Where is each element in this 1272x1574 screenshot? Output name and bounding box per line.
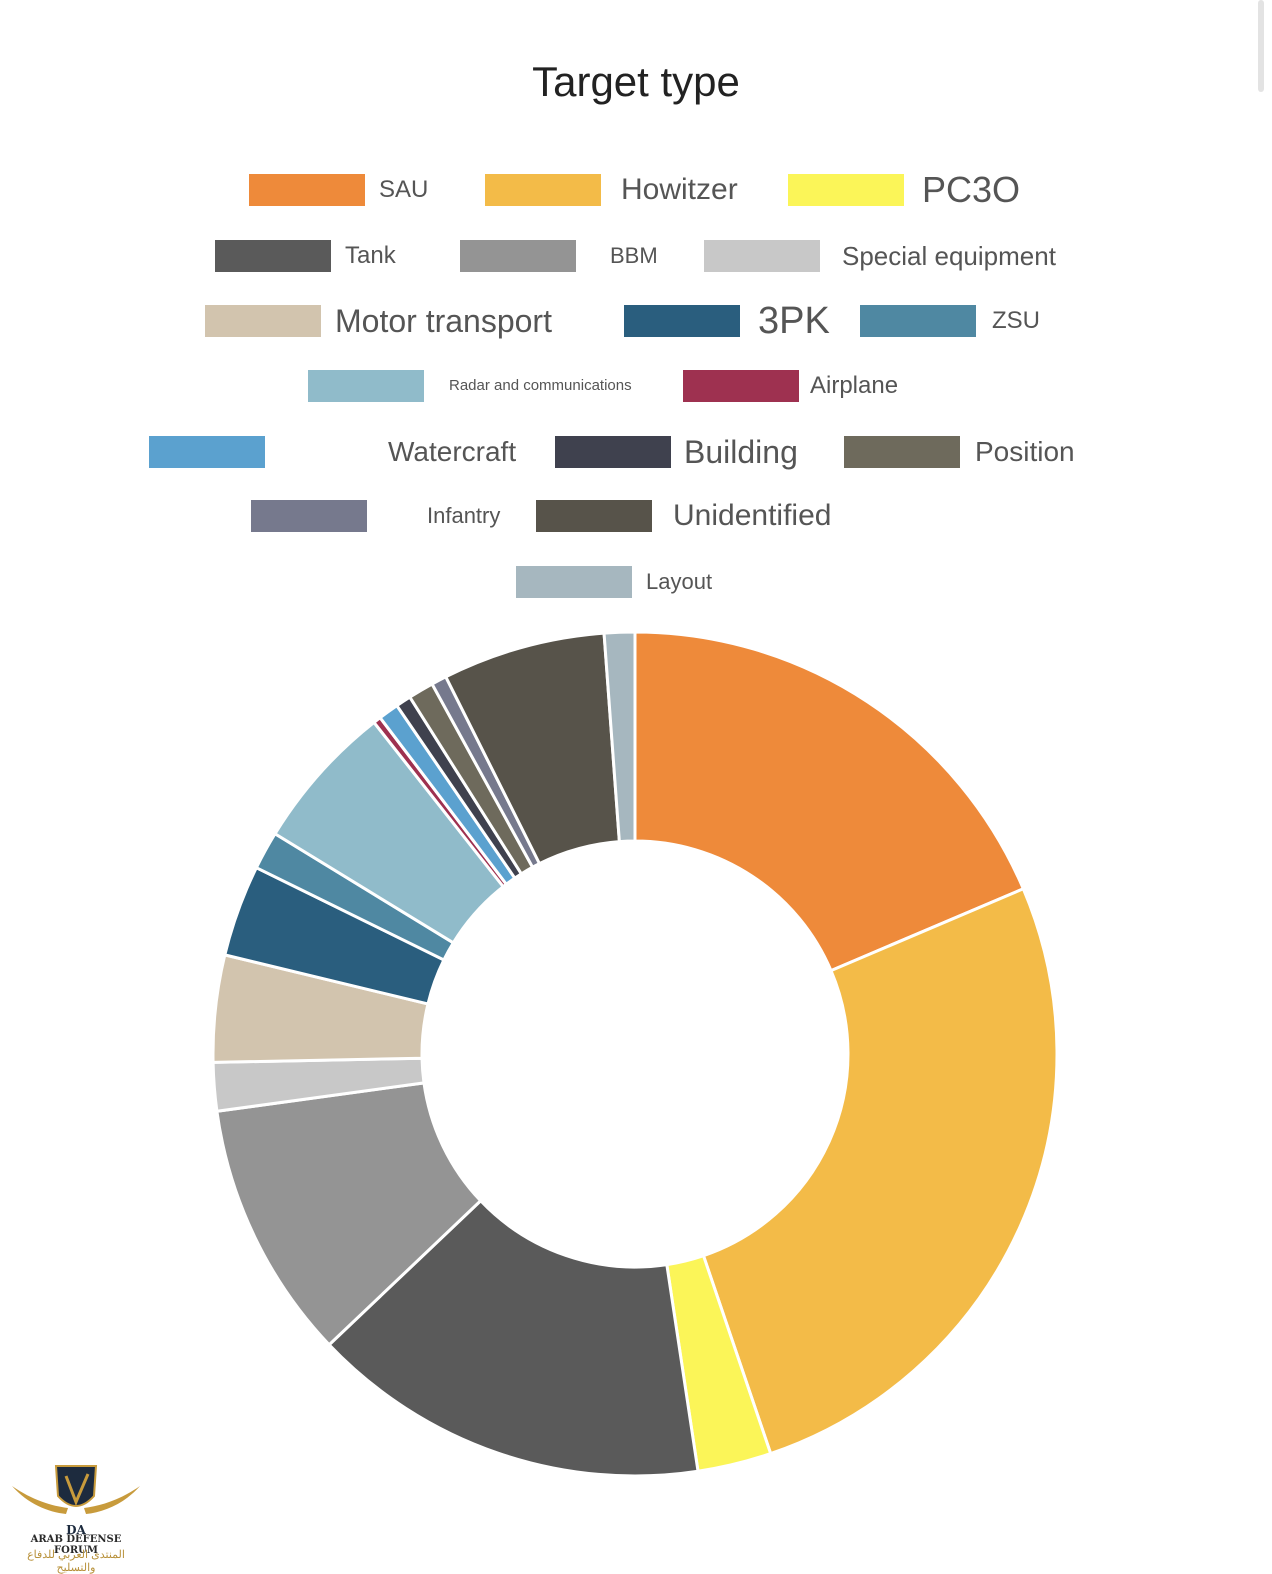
slice-layout[interactable] [602,630,637,844]
legend-swatch [308,370,424,402]
legend-swatch [251,500,367,532]
donut-slices [211,630,1059,1478]
scrollbar-thumb[interactable] [1258,0,1264,92]
legend-swatch [249,174,365,206]
legend-label: Howitzer [621,173,738,206]
legend-row: Radar and communications Airplane [0,368,1272,404]
legend-label: Layout [646,569,713,594]
slice-tank[interactable] [327,1198,700,1478]
legend-label: Special equipment [842,241,1056,271]
legend-label: PC3O [922,169,1021,210]
legend-swatch [149,436,265,468]
legend-label: Position [975,436,1075,467]
chart-title: Target type [532,58,740,105]
legend-swatch [788,174,904,206]
legend-label: Unidentified [673,499,832,532]
watermark-logo: DA ARAB DEFENSE FORUM المنتدى العربي للد… [8,1462,144,1574]
legend-row: Layout [0,564,1272,600]
shield-wings-icon: DA [12,1465,140,1537]
legend-swatch [215,240,331,272]
legend-swatch [536,500,652,532]
slice-sau[interactable] [633,630,1026,973]
legend-swatch [555,436,671,468]
legend-row: Infantry Unidentified [0,498,1272,534]
legend-label: Watercraft [388,436,517,467]
legend-label: Infantry [427,503,501,528]
legend-label: SAU [379,176,429,203]
watermark-english: ARAB DEFENSE FORUM [30,1534,122,1556]
legend-swatch [683,370,799,402]
legend-label: Tank [345,242,396,269]
legend-label: Motor transport [335,303,552,339]
legend-row: SAU Howitzer PC3O [0,172,1272,208]
legend-swatch [860,305,976,337]
legend-swatch [624,305,740,337]
legend-swatch [704,240,820,272]
legend-row: Tank BBM Special equipment [0,238,1272,274]
legend-label: BBM [610,243,658,268]
legend-swatch [205,305,321,337]
legend-swatch [516,566,632,598]
legend-swatch [844,436,960,468]
legend-label: 3PK [758,300,830,342]
legend-swatch [460,240,576,272]
legend-label: Radar and communications [449,377,632,394]
slice-howitzer[interactable] [701,886,1059,1456]
legend-row: Motor transport 3PK ZSU [0,300,1272,342]
slice-bbm[interactable] [215,1081,483,1347]
legend-label: Building [684,434,798,470]
legend-label: Airplane [810,372,899,399]
watermark-arabic: المنتدى العربي للدفاع والتسليح [27,1549,125,1574]
legend-swatch [485,174,601,206]
legend-label: ZSU [992,307,1040,334]
watermark-monogram: DA [66,1523,86,1537]
legend-row: Watercraft Building Position [0,434,1272,470]
